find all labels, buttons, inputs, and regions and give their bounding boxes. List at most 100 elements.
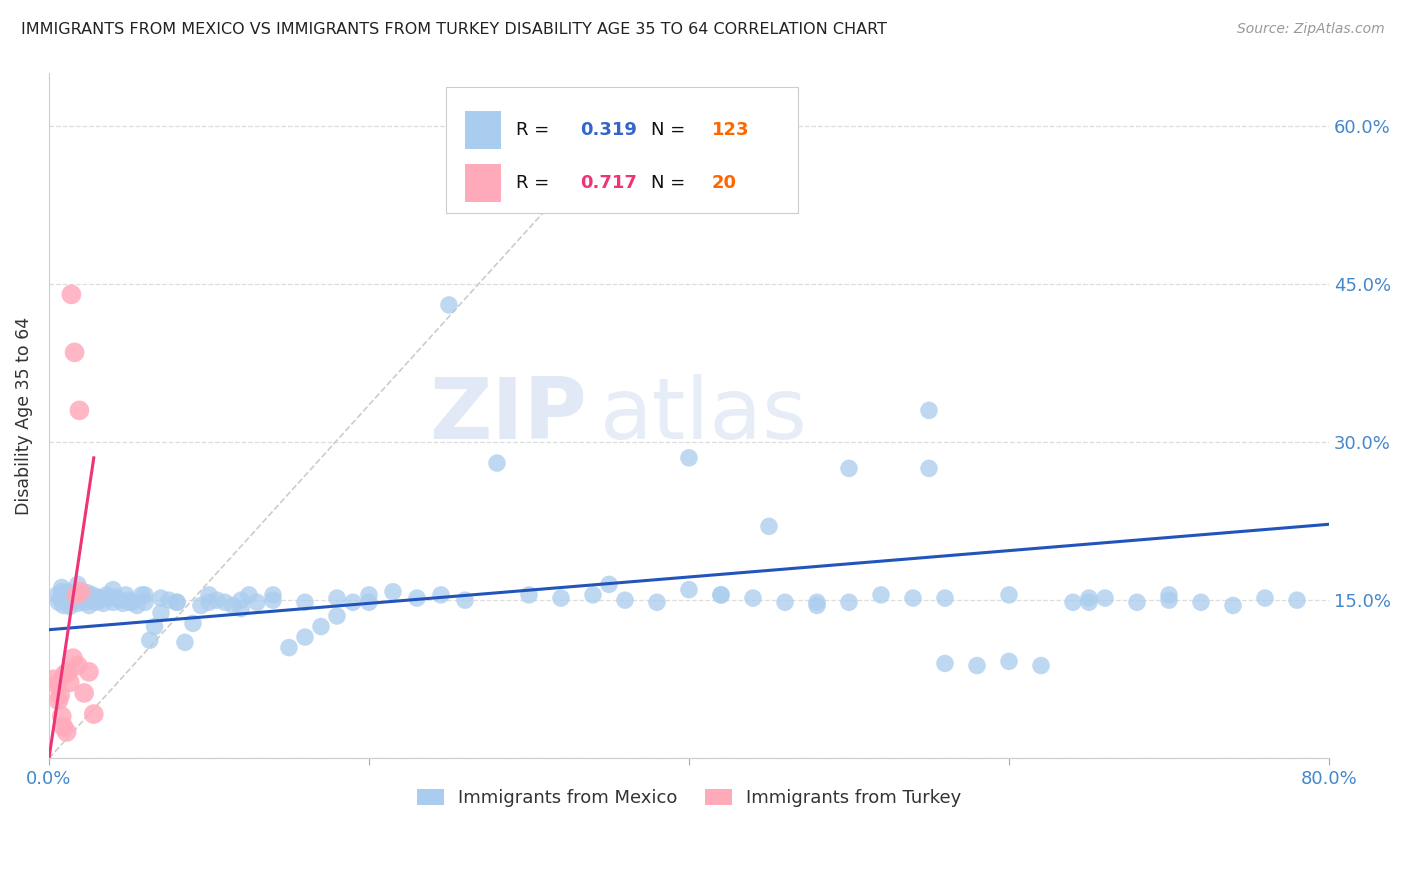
- Immigrants from Mexico: [901, 591, 924, 605]
- Immigrants from Mexico: [229, 601, 252, 615]
- Y-axis label: Disability Age 35 to 64: Disability Age 35 to 64: [15, 317, 32, 515]
- Immigrants from Turkey: [53, 667, 76, 681]
- Immigrants from Mexico: [382, 584, 405, 599]
- Immigrants from Mexico: [181, 616, 204, 631]
- Immigrants from Mexico: [76, 588, 98, 602]
- Immigrants from Mexico: [238, 588, 260, 602]
- Immigrants from Turkey: [83, 707, 105, 722]
- Text: 123: 123: [711, 120, 749, 139]
- Immigrants from Mexico: [166, 595, 188, 609]
- Immigrants from Mexico: [262, 593, 284, 607]
- Immigrants from Mexico: [582, 588, 605, 602]
- Immigrants from Mexico: [229, 593, 252, 607]
- Text: IMMIGRANTS FROM MEXICO VS IMMIGRANTS FROM TURKEY DISABILITY AGE 35 TO 64 CORRELA: IMMIGRANTS FROM MEXICO VS IMMIGRANTS FRO…: [21, 22, 887, 37]
- Immigrants from Mexico: [63, 594, 86, 608]
- Immigrants from Turkey: [63, 345, 86, 359]
- Immigrants from Mexico: [108, 593, 131, 607]
- Immigrants from Mexico: [1078, 591, 1101, 605]
- Immigrants from Mexico: [134, 595, 156, 609]
- Immigrants from Mexico: [1029, 658, 1052, 673]
- Immigrants from Mexico: [485, 456, 508, 470]
- Immigrants from Mexico: [198, 595, 221, 609]
- Immigrants from Mexico: [205, 593, 228, 607]
- Immigrants from Mexico: [62, 587, 84, 601]
- Immigrants from Mexico: [53, 590, 76, 604]
- Immigrants from Mexico: [125, 599, 148, 613]
- Immigrants from Mexico: [678, 450, 700, 465]
- Immigrants from Mexico: [1094, 591, 1116, 605]
- Immigrants from Turkey: [60, 287, 83, 301]
- Immigrants from Turkey: [70, 584, 93, 599]
- Immigrants from Mexico: [918, 461, 941, 475]
- Immigrants from Mexico: [89, 591, 111, 605]
- Immigrants from Mexico: [1157, 593, 1180, 607]
- Immigrants from Mexico: [710, 588, 733, 602]
- Immigrants from Mexico: [134, 588, 156, 602]
- Immigrants from Mexico: [773, 595, 796, 609]
- Immigrants from Mexico: [294, 630, 316, 644]
- Immigrants from Mexico: [72, 593, 94, 607]
- Immigrants from Mexico: [98, 591, 121, 605]
- Immigrants from Mexico: [76, 586, 98, 600]
- Text: 0.717: 0.717: [581, 174, 637, 192]
- Immigrants from Mexico: [190, 599, 212, 613]
- Immigrants from Mexico: [70, 588, 93, 602]
- Immigrants from Mexico: [645, 595, 668, 609]
- Immigrants from Mexico: [86, 590, 108, 604]
- Immigrants from Mexico: [75, 590, 97, 604]
- Immigrants from Turkey: [62, 651, 84, 665]
- Immigrants from Mexico: [614, 593, 637, 607]
- Immigrants from Mexico: [121, 595, 143, 609]
- Immigrants from Mexico: [89, 593, 111, 607]
- Immigrants from Mexico: [56, 584, 79, 599]
- Immigrants from Mexico: [758, 519, 780, 533]
- Immigrants from Mexico: [918, 403, 941, 417]
- Immigrants from Mexico: [870, 588, 893, 602]
- Immigrants from Mexico: [710, 588, 733, 602]
- Immigrants from Mexico: [56, 586, 79, 600]
- Immigrants from Mexico: [66, 577, 89, 591]
- Immigrants from Turkey: [67, 403, 90, 417]
- Immigrants from Turkey: [56, 665, 79, 679]
- Immigrants from Mexico: [1285, 593, 1308, 607]
- Immigrants from Mexico: [998, 654, 1021, 668]
- FancyBboxPatch shape: [465, 112, 501, 149]
- Immigrants from Turkey: [48, 693, 70, 707]
- Immigrants from Mexico: [309, 619, 332, 633]
- Immigrants from Mexico: [60, 592, 83, 607]
- Immigrants from Mexico: [55, 593, 77, 607]
- Immigrants from Mexico: [157, 593, 180, 607]
- Immigrants from Mexico: [101, 582, 124, 597]
- Immigrants from Mexico: [73, 595, 96, 609]
- Immigrants from Mexico: [77, 599, 100, 613]
- Immigrants from Turkey: [52, 720, 75, 734]
- Immigrants from Turkey: [46, 677, 69, 691]
- Immigrants from Mexico: [342, 595, 364, 609]
- Immigrants from Mexico: [278, 640, 301, 655]
- Immigrants from Mexico: [357, 595, 380, 609]
- Immigrants from Mexico: [84, 595, 107, 609]
- Immigrants from Mexico: [838, 461, 860, 475]
- Immigrants from Turkey: [49, 688, 72, 702]
- Immigrants from Mexico: [294, 595, 316, 609]
- Immigrants from Mexico: [806, 599, 828, 613]
- Immigrants from Mexico: [82, 588, 104, 602]
- Immigrants from Mexico: [838, 595, 860, 609]
- Immigrants from Turkey: [66, 658, 89, 673]
- Immigrants from Mexico: [131, 588, 153, 602]
- Immigrants from Mexico: [114, 588, 136, 602]
- Immigrants from Mexico: [149, 591, 172, 605]
- Immigrants from Mexico: [934, 657, 956, 671]
- Immigrants from Mexico: [118, 593, 141, 607]
- Immigrants from Mexico: [67, 591, 90, 605]
- Legend: Immigrants from Mexico, Immigrants from Turkey: Immigrants from Mexico, Immigrants from …: [409, 781, 969, 814]
- Immigrants from Mexico: [149, 606, 172, 620]
- Immigrants from Mexico: [1189, 595, 1212, 609]
- Immigrants from Mexico: [214, 595, 236, 609]
- Immigrants from Mexico: [65, 589, 87, 603]
- Immigrants from Turkey: [51, 709, 73, 723]
- Immigrants from Mexico: [111, 596, 134, 610]
- FancyBboxPatch shape: [465, 164, 501, 202]
- Immigrants from Mexico: [83, 591, 105, 605]
- Immigrants from Mexico: [118, 595, 141, 609]
